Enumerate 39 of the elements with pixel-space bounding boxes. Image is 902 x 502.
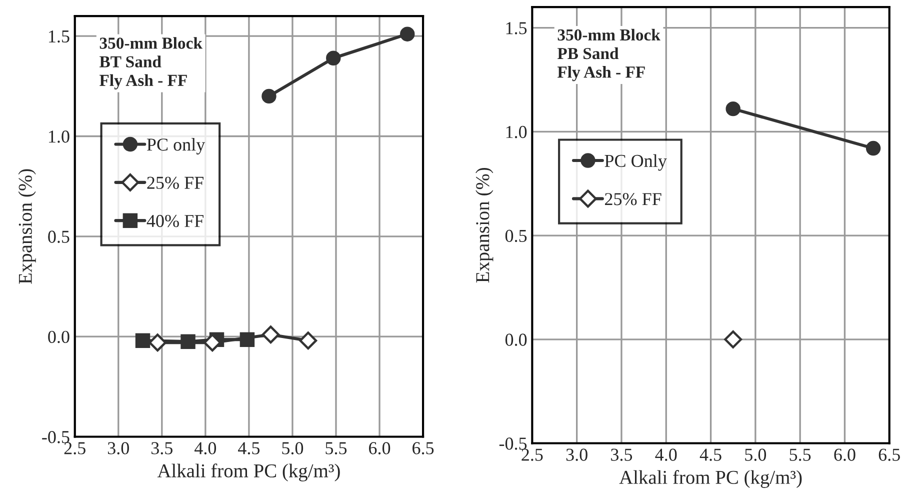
y-tick-label: 1.0 <box>506 126 527 138</box>
x-tick-label: 4.0 <box>655 448 677 461</box>
x-tick-label: 5.5 <box>790 448 811 461</box>
y-tick-label: 0.5 <box>505 230 527 242</box>
x-tick-label: 2.5 <box>522 448 543 461</box>
annotation: 350-mm Block BT Sand Fly Ash - FF <box>100 37 202 90</box>
y-axis-title: Expansion (%) <box>18 169 36 284</box>
annotation: 350-mm Block PB Sand Fly Ash - FF <box>557 28 660 82</box>
x-tick-label: 6.0 <box>369 442 390 454</box>
x-tick-label: 6.5 <box>412 442 434 454</box>
y-tick-label: -0.5 <box>499 438 527 450</box>
y-tick-label: 0.0 <box>505 334 527 346</box>
legend-label: 25% FF <box>605 193 662 206</box>
x-tick-label: 6.0 <box>834 448 856 461</box>
x-tick-label: 4.5 <box>700 448 722 461</box>
x-tick-label: 5.5 <box>326 442 347 454</box>
y-tick-label: 1.5 <box>506 22 527 34</box>
y-axis-title: Expansion (%) <box>476 168 494 283</box>
x-tick-label: 3.5 <box>611 448 632 461</box>
y-tick-label: -0.5 <box>42 430 70 444</box>
x-tick-label: 5.0 <box>282 442 304 454</box>
legend-label: 25% FF <box>147 176 204 189</box>
x-tick-label: 6.5 <box>878 448 900 461</box>
x-tick-label: 4.5 <box>238 442 260 454</box>
x-tick-label: 4.0 <box>194 442 216 454</box>
y-tick-label: 1.5 <box>49 30 70 43</box>
x-tick-label: 3.5 <box>151 442 172 454</box>
x-axis-title: Alkali from PC (kg/m³) <box>619 470 802 488</box>
y-tick-label: 1.0 <box>49 130 70 143</box>
x-axis-title: Alkali from PC (kg/m³) <box>157 464 340 482</box>
x-tick-label: 2.5 <box>64 442 86 454</box>
x-tick-label: 5.0 <box>745 448 766 461</box>
legend-label: PC only <box>146 138 206 154</box>
y-tick-label: 0.5 <box>48 230 70 243</box>
legend-label: PC Only <box>604 154 667 171</box>
legend-label: 40% FF <box>146 214 204 228</box>
x-tick-label: 3.0 <box>566 448 588 461</box>
x-tick-label: 3.0 <box>108 442 129 454</box>
y-tick-label: 0.0 <box>48 330 70 344</box>
